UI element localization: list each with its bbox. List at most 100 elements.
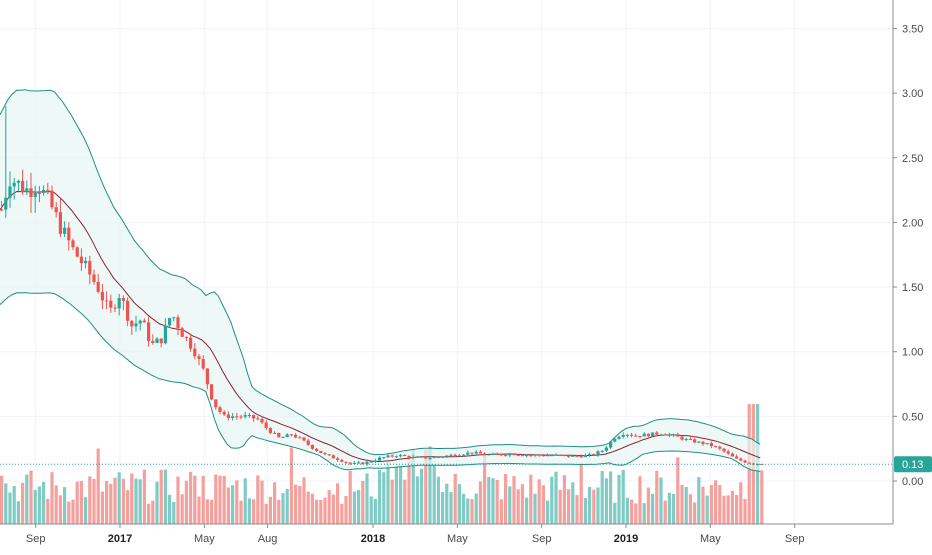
candle-body — [168, 318, 172, 326]
candle-body — [33, 193, 37, 198]
candle-body — [382, 457, 386, 459]
candle-body — [264, 422, 268, 429]
candle-body — [693, 439, 697, 443]
candle-body — [63, 227, 67, 234]
volume-bar — [743, 499, 747, 524]
candle-body — [16, 180, 20, 183]
candle-body — [575, 455, 579, 457]
candle-body — [743, 460, 747, 463]
candle-body — [172, 317, 176, 319]
candle-body — [134, 323, 138, 327]
candle-body — [12, 182, 16, 187]
volume-bar — [760, 470, 764, 524]
volume-bar — [722, 495, 726, 524]
volume-bar — [277, 499, 281, 524]
candle-body — [550, 455, 554, 457]
volume-bar — [609, 471, 613, 524]
candle-body — [71, 240, 75, 248]
candle-body — [554, 454, 558, 456]
candle-body — [617, 436, 621, 439]
candle-body — [747, 462, 751, 464]
time-axis-label: 2017 — [108, 533, 132, 545]
candle-body — [655, 432, 659, 435]
candle-body — [159, 338, 163, 344]
volume-bar — [319, 499, 323, 524]
volume-bar — [592, 489, 596, 524]
candle-body — [361, 462, 365, 465]
volume-bar — [180, 494, 184, 524]
bollinger-band-fill — [0, 89, 761, 472]
candle-body — [344, 461, 348, 463]
volume-bar — [697, 477, 701, 524]
candle-body — [596, 451, 600, 455]
volume-bar — [600, 470, 604, 524]
volume-bar — [0, 475, 4, 524]
volume-bar — [189, 471, 193, 524]
volume-bar — [537, 479, 541, 524]
volume-bar — [281, 493, 285, 524]
volume-bar — [331, 494, 335, 524]
candle-body — [75, 247, 79, 257]
price-axis-label: 1.00 — [902, 347, 923, 359]
volume-bar — [714, 480, 718, 524]
candle-body — [336, 458, 340, 460]
candle-body — [688, 439, 692, 441]
volume-bar — [63, 487, 67, 524]
time-axis[interactable]: Sep 2017 May Aug 2018 May Sep 2019 May Sep — [26, 524, 805, 545]
candle-body — [604, 447, 608, 451]
candle-body — [46, 189, 50, 191]
volume-bar — [550, 476, 554, 524]
price-axis[interactable]: 3.50 3.00 2.50 2.00 1.50 1.00 0.50 0.00 — [893, 23, 923, 488]
candle-body — [441, 456, 445, 458]
volume-bar — [155, 481, 159, 524]
volume-bar — [197, 496, 201, 524]
volume-bar — [33, 489, 37, 524]
candle-body — [109, 300, 113, 308]
volume-bar — [235, 480, 239, 524]
volume-bar — [625, 497, 629, 524]
candle-body — [147, 322, 151, 341]
volume-bar — [424, 449, 428, 524]
candle-body — [705, 443, 709, 445]
candle-body — [457, 455, 461, 457]
volume-bar — [642, 503, 646, 524]
volume-bar — [327, 490, 331, 524]
candle-body — [260, 418, 264, 423]
volume-bar — [121, 478, 125, 524]
candle-body — [680, 436, 684, 440]
candle-body — [193, 348, 197, 357]
volume-bar — [25, 474, 29, 524]
price-candles — [0, 106, 764, 467]
volume-bar — [390, 479, 394, 524]
volume-bar — [336, 483, 340, 524]
candle-body — [730, 453, 734, 457]
candle-body — [714, 446, 718, 448]
candle-body — [600, 450, 604, 452]
candle-body — [491, 453, 495, 455]
volume-bar — [378, 469, 382, 524]
time-axis-label: 2018 — [361, 533, 385, 545]
candle-body — [42, 189, 46, 193]
candle-body — [676, 434, 680, 437]
volume-bar — [403, 479, 407, 524]
candle-body — [512, 453, 516, 456]
candle-body — [231, 416, 235, 419]
volume-bar — [54, 485, 58, 524]
candle-body — [189, 337, 193, 349]
candle-body — [121, 298, 125, 301]
volume-bar — [718, 484, 722, 524]
volume-bar — [117, 472, 121, 524]
volume-bar — [113, 477, 117, 524]
candle-body — [562, 455, 566, 457]
volume-bar — [478, 481, 482, 524]
candle-body — [478, 451, 482, 454]
bollinger-basis-line — [0, 190, 761, 463]
volume-bar — [583, 497, 587, 524]
volume-bar — [453, 473, 457, 524]
volume-bar — [239, 500, 243, 524]
volume-bar — [42, 481, 46, 524]
candle-body — [142, 320, 146, 323]
candle-body — [4, 197, 8, 210]
